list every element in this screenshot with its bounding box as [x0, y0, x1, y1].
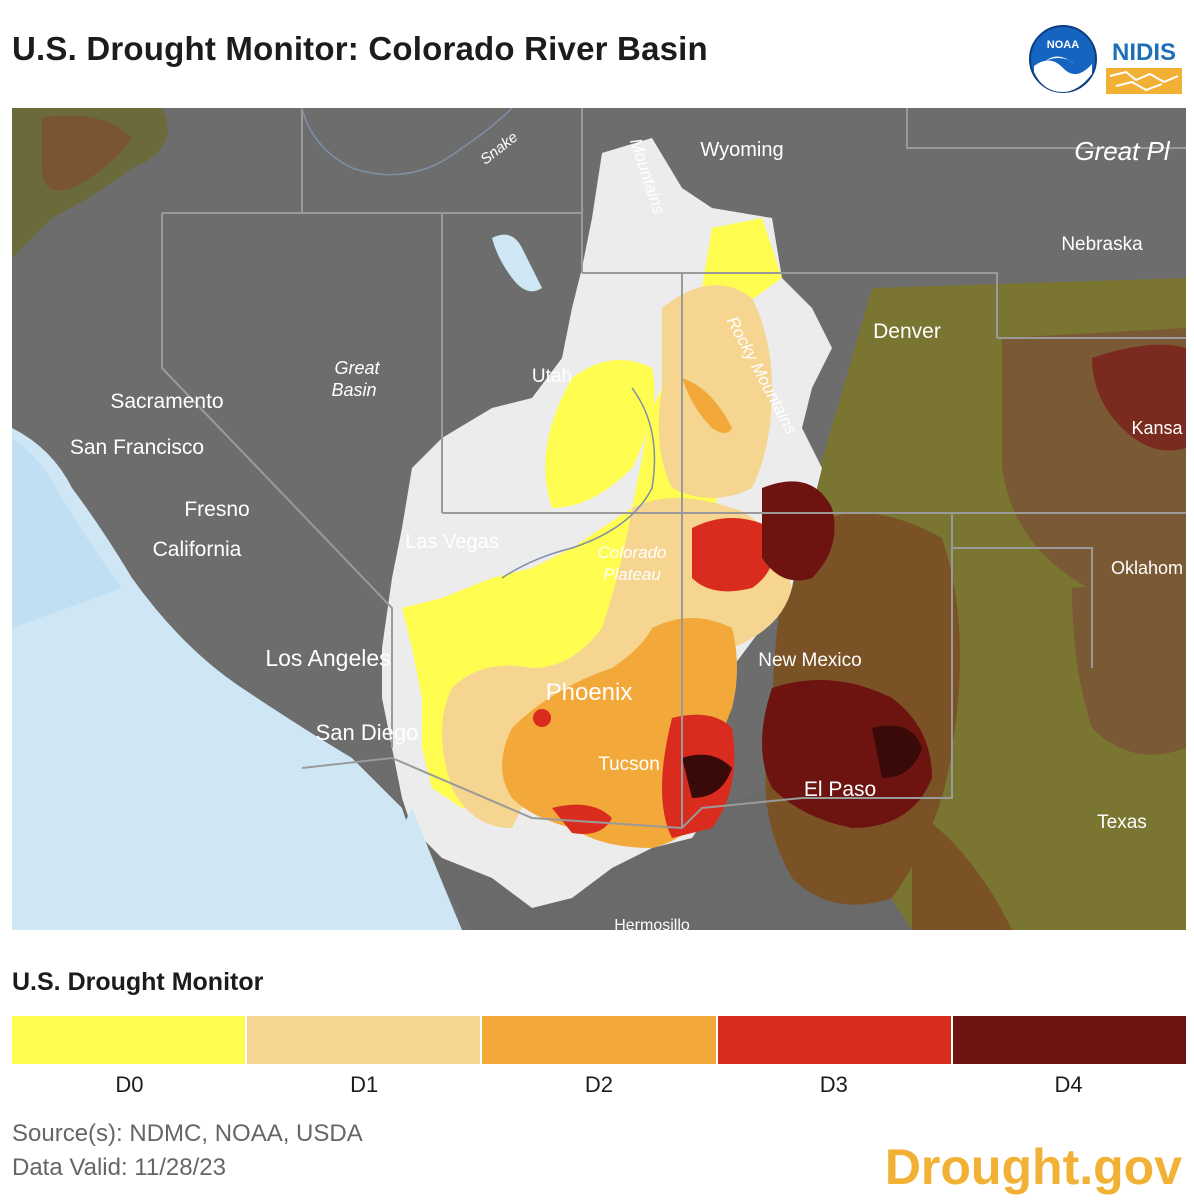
kansas-d3-patch	[1092, 344, 1186, 451]
great-salt-lake	[492, 234, 542, 292]
label-colorado-plateau-1: Colorado	[598, 543, 667, 562]
legend-label-d4: D4	[1054, 1072, 1083, 1097]
legend-swatch-d4	[952, 1016, 1187, 1064]
state-borders	[161, 108, 1186, 830]
basin-d0-north	[545, 360, 655, 508]
basin-d3-dot	[533, 709, 551, 727]
label-great-plains: Great Pl	[1074, 136, 1171, 166]
data-valid-text: Data Valid: 11/28/23	[12, 1154, 226, 1181]
legend-label-d3: D3	[819, 1072, 848, 1097]
legend-swatch-d0	[12, 1016, 248, 1064]
label-las-vegas: Las Vegas	[405, 531, 498, 553]
legend-bar	[12, 1016, 1187, 1064]
drought-map: Wyoming Great Pl Nebraska Denver Kansa U…	[12, 108, 1186, 930]
nm-d4-core	[872, 725, 922, 778]
basin-d3-patch	[552, 804, 612, 834]
legend-label-d2: D2	[584, 1072, 614, 1097]
legend-labels: D0 D1 D2 D3 D4	[12, 1072, 1186, 1098]
label-san-francisco: San Francisco	[70, 436, 204, 459]
label-denver: Denver	[873, 320, 941, 343]
label-phoenix: Phoenix	[546, 679, 633, 706]
noaa-logo-text: NOAA	[1047, 39, 1079, 51]
legend-label-d0: D0	[115, 1072, 144, 1097]
label-new-mexico: New Mexico	[758, 650, 861, 671]
ok-d1-patch	[1072, 578, 1186, 755]
legend-label-d1: D1	[350, 1072, 379, 1097]
label-sacramento: Sacramento	[110, 390, 223, 413]
nw-d1-patch	[42, 115, 132, 191]
tx-d2-patch	[912, 808, 1012, 930]
label-colorado-plateau-2: Plateau	[603, 565, 661, 584]
label-utah: Utah	[532, 366, 572, 387]
label-tucson: Tucson	[598, 754, 660, 775]
basin-d1-north	[658, 285, 772, 498]
label-nebraska: Nebraska	[1061, 234, 1143, 255]
label-los-angeles: Los Angeles	[265, 645, 390, 671]
logo-group: NOAA NIDIS	[1028, 24, 1182, 94]
legend-swatch-d2	[482, 1016, 718, 1064]
nidis-logo-text: NIDIS	[1112, 39, 1176, 66]
label-kansas: Kansa	[1131, 418, 1183, 438]
label-texas: Texas	[1097, 812, 1147, 833]
noaa-logo: NOAA	[1029, 25, 1097, 93]
basin-d2-streak	[682, 378, 732, 433]
map-svg: Wyoming Great Pl Nebraska Denver Kansa U…	[12, 108, 1186, 930]
ocean-shade	[12, 438, 122, 628]
label-california: California	[153, 538, 242, 561]
drought-gov-brand[interactable]: Drought.gov	[884, 1139, 1182, 1195]
nm-d4-north	[762, 481, 835, 581]
label-wyoming: Wyoming	[700, 139, 783, 161]
rivers	[301, 108, 656, 579]
legend-swatch-d3	[717, 1016, 953, 1064]
label-great-basin-1: Great	[334, 358, 380, 378]
legend-title: U.S. Drought Monitor	[12, 968, 264, 996]
nm-d4-south	[762, 680, 932, 828]
nidis-logo: NIDIS	[1106, 24, 1182, 94]
label-hermosillo: Hermosillo	[614, 917, 690, 930]
ocean	[12, 428, 462, 930]
gulf-of-california	[402, 808, 462, 930]
border-d4-patch	[682, 754, 732, 798]
label-el-paso: El Paso	[804, 778, 876, 801]
source-text: Source(s): NDMC, NOAA, USDA	[12, 1120, 363, 1147]
label-fresno: Fresno	[184, 498, 249, 521]
basin-d3-north	[692, 518, 775, 592]
label-san-diego: San Diego	[316, 720, 419, 745]
page-title: U.S. Drought Monitor: Colorado River Bas…	[12, 30, 708, 67]
legend-swatch-d1	[247, 1016, 483, 1064]
label-great-basin-2: Basin	[331, 380, 376, 400]
label-oklahoma: Oklahom	[1111, 558, 1183, 578]
